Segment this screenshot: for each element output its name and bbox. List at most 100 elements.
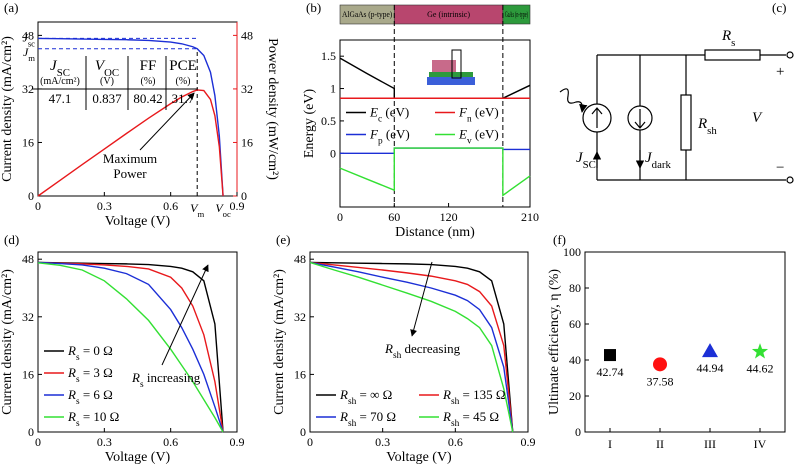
text-part: V <box>215 201 224 215</box>
y-tick-label: 0 <box>28 189 34 203</box>
inset <box>451 49 462 79</box>
y-tick-label: 48 <box>22 28 34 42</box>
y-tick-label: 48 <box>22 252 34 266</box>
y-tick-label: 48 <box>294 252 306 266</box>
y2-axis-label: Power density (mW/cm²) <box>265 38 280 180</box>
text-part: R <box>131 370 140 385</box>
panel-label: (d) <box>4 232 19 247</box>
text-part: R <box>697 116 707 132</box>
subscript: p <box>378 137 383 147</box>
y-tick-label: 16 <box>294 367 306 381</box>
series-line <box>339 147 531 197</box>
subscript: s <box>76 375 80 385</box>
diode-arrow <box>634 109 646 129</box>
legend-label: Ev (eV) <box>458 127 499 147</box>
series-line <box>309 261 514 433</box>
x-marker-label: Voc <box>215 201 231 219</box>
text-part: E <box>458 127 467 142</box>
text-part: R <box>442 409 451 424</box>
x-tick-label: 0 <box>307 435 313 449</box>
text-part: = 10 Ω <box>80 409 120 424</box>
minus-label: − <box>776 160 784 176</box>
text-part: J <box>50 58 58 74</box>
text-part: R <box>67 343 76 358</box>
subscript: SC <box>583 159 596 171</box>
y-axis-label: Ultimate efficiency, η (%) <box>547 269 562 415</box>
marker <box>702 343 718 358</box>
panel: (e) 0 16 32 48 0 0.3 0.6 0.9 Voltage (V) Current d… <box>272 232 536 464</box>
panel: (a) 0 16 32 48 0 16 32 48 0 0.3 0.6 0.9 Voltage (V) Cu… <box>0 0 280 229</box>
subscript: s <box>140 380 144 390</box>
v-label: V <box>752 110 763 126</box>
table-value: 0.837 <box>92 91 122 106</box>
y2-tick-label: 48 <box>241 28 253 42</box>
y-tick-label: 32 <box>22 310 34 324</box>
panel-label: (a) <box>4 0 18 15</box>
text-part: (eV) <box>382 105 409 120</box>
y-axis-label: Current density (mA/cm²) <box>272 269 287 415</box>
table-unit: (%) <box>176 76 191 87</box>
text-part: R <box>339 387 348 402</box>
series-line <box>309 261 514 433</box>
y-tick-label: 32 <box>294 310 306 324</box>
annotation: Rsh decreasing <box>384 341 461 361</box>
y-marker-label: Jsc <box>22 30 35 48</box>
x-tick-label: 0.3 <box>97 199 112 213</box>
subscript: SC <box>57 67 70 79</box>
y-tick-label: 0 <box>575 425 581 439</box>
panel-label: (b) <box>306 0 321 15</box>
legend-label: Rsh = ∞ Ω <box>339 387 392 407</box>
resistor-rs <box>704 49 761 61</box>
subscript: oc <box>223 209 231 219</box>
subscript: sh <box>393 351 402 361</box>
layer-label: GaAs (n-type) <box>505 10 528 19</box>
x-axis-label: Voltage (V) <box>386 450 452 464</box>
subscript: OC <box>104 67 119 79</box>
table-header: JSC <box>50 58 70 79</box>
text-part: = 135 Ω <box>459 387 505 402</box>
series-line <box>37 37 224 197</box>
annotation-arrow <box>161 264 209 366</box>
annotation-arrow <box>410 261 433 337</box>
value-label: 44.62 <box>747 362 774 376</box>
inset <box>432 60 456 72</box>
inset <box>429 72 473 77</box>
subscript: sh <box>451 397 460 407</box>
subscript: sc <box>28 38 35 48</box>
series-line <box>309 261 514 433</box>
text-part: = ∞ Ω <box>356 387 392 402</box>
legend-label: Rs = 6 Ω <box>67 387 113 407</box>
marker <box>751 343 769 359</box>
x-tick-label: 0 <box>337 210 343 224</box>
legend-label: Rs = 3 Ω <box>67 365 113 385</box>
text-part: V <box>95 58 106 74</box>
text-part: R <box>339 409 348 424</box>
y2-tick-label: 0 <box>241 189 247 203</box>
text-part: (eV) <box>472 127 499 142</box>
plot-frame <box>584 251 786 433</box>
series-line <box>37 261 224 433</box>
table-header: FF <box>140 58 157 74</box>
x-tick-label: 0.9 <box>230 199 245 213</box>
text-part: R <box>384 341 393 356</box>
table-value: 31.7 <box>172 91 195 106</box>
annotation-arrow <box>139 92 195 151</box>
x-tick-label: 60 <box>388 210 400 224</box>
table-header: PCE <box>169 58 197 74</box>
text-part: increasing <box>144 370 201 385</box>
legend-label: Rsh = 45 Ω <box>442 409 499 429</box>
table-value: 47.1 <box>49 91 72 106</box>
panel: (d) 0 16 32 48 0 0.3 0.6 0.9 Voltage (V) Current d… <box>0 232 245 464</box>
series-line <box>37 261 224 433</box>
subscript: s <box>76 419 80 429</box>
x-tick-label: 0 <box>35 435 41 449</box>
annotation: Power <box>113 166 147 181</box>
x-tick-label: II <box>656 437 664 451</box>
y-tick-label: 0.5 <box>321 114 336 128</box>
x-axis-label: Voltage (V) <box>105 214 171 229</box>
subscript: s <box>76 397 80 407</box>
y-tick-label: 40 <box>569 353 581 367</box>
subscript: s <box>76 353 80 363</box>
text-part: = 6 Ω <box>80 387 113 402</box>
